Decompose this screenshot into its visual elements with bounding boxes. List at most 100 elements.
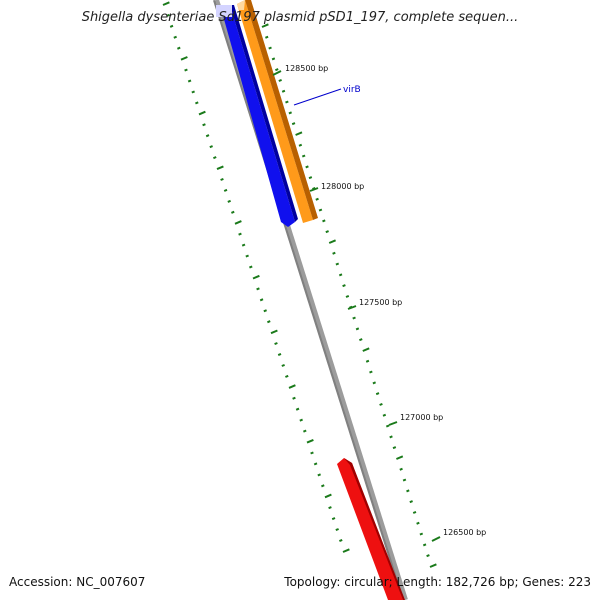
track-tick xyxy=(173,35,177,39)
track-tick xyxy=(259,298,264,302)
track-tick xyxy=(205,134,210,138)
track-tick xyxy=(274,342,278,346)
track-tick xyxy=(426,554,430,558)
track-tick xyxy=(312,186,316,190)
track-tick xyxy=(180,56,188,61)
track-tick xyxy=(362,347,370,352)
track-tick xyxy=(198,110,206,116)
track-tick xyxy=(359,338,363,342)
track-tick xyxy=(169,24,174,28)
track-tick xyxy=(412,510,417,514)
track-tick xyxy=(252,274,260,280)
track-tick xyxy=(322,219,326,223)
accession-value: NC_007607 xyxy=(76,575,146,589)
track-tick xyxy=(429,563,437,568)
track-tick xyxy=(301,154,306,158)
track-tick xyxy=(342,548,350,553)
track-tick xyxy=(352,316,356,320)
scale-label: 126500 bp xyxy=(443,528,486,537)
track-tick xyxy=(271,57,276,61)
track-tick xyxy=(295,131,303,136)
track-tick xyxy=(402,478,407,482)
track-tick xyxy=(241,243,246,247)
track-tick xyxy=(216,165,224,171)
track-tick xyxy=(379,402,383,406)
track-tick xyxy=(281,89,286,93)
track-tick xyxy=(209,145,213,149)
scale-label: 128500 bp xyxy=(285,64,328,73)
track-tick xyxy=(313,462,318,466)
track-tick xyxy=(295,407,300,411)
track-tick xyxy=(275,68,279,72)
gene-red[interactable] xyxy=(337,458,405,600)
track-tick xyxy=(338,273,343,277)
gene-virB[interactable] xyxy=(216,5,298,227)
track-tick xyxy=(345,294,350,298)
track-tick xyxy=(238,232,242,236)
track-tick xyxy=(365,359,370,363)
track-tick xyxy=(372,381,376,385)
outer-tick-track xyxy=(261,23,437,568)
track-tick xyxy=(285,100,289,104)
track-tick xyxy=(288,111,292,115)
track-tick xyxy=(265,35,269,39)
track-tick xyxy=(202,123,206,127)
track-tick xyxy=(389,435,393,439)
track-tick xyxy=(382,413,387,417)
track-tick xyxy=(317,473,321,477)
track-tick xyxy=(298,143,303,147)
track-tick xyxy=(406,489,410,493)
track-tick xyxy=(177,46,181,50)
track-tick xyxy=(396,455,404,460)
track-tick xyxy=(281,363,285,367)
track-tick xyxy=(263,309,267,313)
track-tick xyxy=(419,532,424,536)
track-tick xyxy=(399,467,403,471)
track-tick xyxy=(285,374,289,378)
topology-info: Topology: circular; Length: 182,726 bp; … xyxy=(284,575,591,589)
track-tick xyxy=(162,1,170,6)
track-tick xyxy=(166,13,170,17)
track-tick xyxy=(231,210,235,214)
track-tick xyxy=(270,329,278,335)
track-tick xyxy=(195,101,199,105)
track-tick xyxy=(328,239,336,244)
gene-label-virB[interactable]: virB xyxy=(293,85,361,106)
track-tick xyxy=(227,199,231,203)
track-tick xyxy=(234,220,242,225)
track-tick xyxy=(277,352,282,357)
track-tick xyxy=(306,438,314,444)
track-tick xyxy=(245,254,249,258)
track-tick xyxy=(249,265,253,269)
track-tick xyxy=(187,79,192,83)
track-tick xyxy=(220,177,224,181)
track-tick xyxy=(213,156,217,160)
inner-tick-track xyxy=(162,1,350,553)
track-tick xyxy=(291,122,296,126)
track-tick xyxy=(267,320,271,324)
track-tick xyxy=(292,396,296,400)
track-tick xyxy=(288,384,296,389)
track-tick xyxy=(321,484,325,488)
track-tick xyxy=(324,493,332,499)
track-tick xyxy=(342,284,346,288)
accession-label: Accession: xyxy=(9,575,73,589)
track-tick xyxy=(223,188,228,192)
track-tick xyxy=(375,392,380,396)
track-tick xyxy=(191,90,195,94)
track-tick xyxy=(335,528,339,532)
track-tick xyxy=(335,262,340,266)
track-tick xyxy=(256,287,260,291)
track-tick xyxy=(369,370,373,374)
track-tick xyxy=(278,78,282,82)
track-tick xyxy=(325,230,329,234)
track-tick xyxy=(409,500,413,504)
scale-label: 127500 bp xyxy=(359,298,402,307)
track-tick xyxy=(331,517,336,521)
track-tick xyxy=(422,543,427,547)
gene-forward-orange[interactable] xyxy=(237,0,318,223)
track-tick xyxy=(268,46,272,50)
scale-label: 127000 bp xyxy=(400,413,443,422)
accession-info: Accession: NC_007607 xyxy=(9,575,145,589)
